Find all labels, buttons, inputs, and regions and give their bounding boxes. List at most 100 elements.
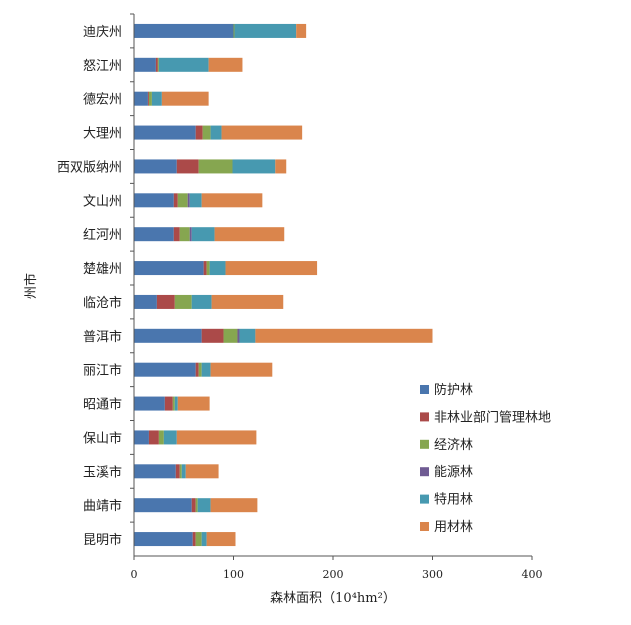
bars-layer xyxy=(130,13,433,547)
legend-swatch xyxy=(420,467,429,477)
bar-segment-13-1 xyxy=(175,464,180,479)
bar-segment-1-0 xyxy=(134,57,156,72)
bar-segment-10-5 xyxy=(210,362,273,377)
bar-segment-11-1 xyxy=(164,396,173,411)
bar-segment-6-2 xyxy=(179,227,190,242)
legend-swatch xyxy=(420,385,429,394)
bar-segment-13-0 xyxy=(134,464,176,479)
category-label: 保山市 xyxy=(83,430,122,446)
bar-segment-0-4 xyxy=(234,23,297,38)
bar-segment-1-2 xyxy=(157,57,159,72)
bar-segment-8-1 xyxy=(156,294,175,309)
bar-segment-3-4 xyxy=(210,125,222,140)
legend-label: 特用林 xyxy=(434,493,473,508)
bar-segment-3-1 xyxy=(195,125,203,140)
bar-segment-12-2 xyxy=(158,430,164,445)
bar-segment-5-1 xyxy=(173,193,178,208)
x-tick-label: 200 xyxy=(323,568,344,581)
bar-segment-10-0 xyxy=(134,362,196,377)
bar-segment-9-5 xyxy=(255,328,433,343)
bar-segment-0-2 xyxy=(233,23,235,38)
category-label: 昭通市 xyxy=(83,397,122,413)
category-label: 临沧市 xyxy=(83,295,122,311)
legend-swatch xyxy=(420,439,429,449)
bar-segment-15-1 xyxy=(192,532,196,547)
bar-segment-9-1 xyxy=(201,328,224,343)
legend-swatch xyxy=(420,412,429,422)
category-label: 怒江州 xyxy=(83,59,122,74)
bar-segment-9-4 xyxy=(239,328,256,343)
bar-segment-8-2 xyxy=(174,294,192,309)
bar-segment-11-2 xyxy=(172,396,175,411)
bar-segment-4-1 xyxy=(176,159,199,174)
x-tick-labels: 0 100 200 300 400 xyxy=(131,556,543,581)
bar-segment-2-2 xyxy=(148,91,152,106)
bar-segment-0-0 xyxy=(134,23,234,38)
category-label: 迪庆州 xyxy=(83,25,122,40)
bar-segment-2-1 xyxy=(147,91,149,106)
bar-segment-7-5 xyxy=(225,261,318,276)
bar-segment-15-2 xyxy=(195,532,202,547)
x-tick-label: 100 xyxy=(223,568,244,581)
bar-segment-9-3 xyxy=(237,328,240,343)
bar-segment-10-2 xyxy=(198,362,202,377)
bar-segment-1-4 xyxy=(158,57,209,72)
bar-segment-4-2 xyxy=(198,159,233,174)
bar-segment-4-0 xyxy=(134,159,177,174)
bar-segment-2-0 xyxy=(134,91,148,106)
bar-segment-2-4 xyxy=(151,91,162,106)
bar-segment-10-4 xyxy=(201,362,211,377)
bar-segment-6-5 xyxy=(214,227,285,242)
category-label: 楚雄州 xyxy=(83,262,122,277)
bar-segment-1-1 xyxy=(155,57,158,72)
legend-label: 能源林 xyxy=(434,465,473,480)
bar-segment-5-0 xyxy=(134,193,174,208)
legend-label: 防护林 xyxy=(434,382,473,398)
x-tick-label: 400 xyxy=(522,568,543,581)
bar-segment-3-5 xyxy=(221,125,303,140)
bar-segment-13-2 xyxy=(179,464,182,479)
legend-label: 用材林 xyxy=(434,520,473,535)
bar-segment-3-2 xyxy=(202,125,211,140)
bar-segment-3-0 xyxy=(134,125,196,140)
x-axis-title: 森林面积（10⁴hm²） xyxy=(270,591,396,606)
category-label: 红河州 xyxy=(83,227,122,243)
y-axis-title: 州市 xyxy=(23,273,39,299)
bar-segment-14-0 xyxy=(134,498,192,513)
category-label: 德宏州 xyxy=(83,93,122,108)
bar-segment-6-0 xyxy=(134,227,174,242)
legend-label: 非林业部门管理林地 xyxy=(434,410,551,425)
bar-segment-7-2 xyxy=(206,261,210,276)
bar-segment-5-5 xyxy=(201,193,263,208)
bar-segment-11-0 xyxy=(134,396,165,411)
bar-segment-9-2 xyxy=(223,328,238,343)
bar-segment-8-0 xyxy=(134,294,157,309)
bar-segment-14-5 xyxy=(210,498,258,513)
bar-segment-14-2 xyxy=(195,498,198,513)
category-label: 普洱市 xyxy=(83,329,122,345)
category-label: 西双版纳州 xyxy=(57,160,122,175)
category-labels: 迪庆州怒江州德宏州大理州西双版纳州文山州红河州楚雄州临沧市普洱市丽江市昭通市保山… xyxy=(57,25,122,548)
bar-segment-6-1 xyxy=(173,227,180,242)
bar-segment-15-5 xyxy=(206,532,236,547)
bar-segment-12-0 xyxy=(134,430,149,445)
category-label: 曲靖市 xyxy=(83,498,122,514)
bar-segment-8-5 xyxy=(211,294,284,309)
bar-segment-11-4 xyxy=(174,396,178,411)
bar-segment-12-1 xyxy=(148,430,159,445)
bar-segment-6-4 xyxy=(191,227,215,242)
bar-segment-2-5 xyxy=(161,91,209,106)
bar-segment-7-1 xyxy=(203,261,207,276)
category-label: 玉溪市 xyxy=(83,464,122,480)
bar-segment-4-4 xyxy=(232,159,276,174)
bar-segment-0-5 xyxy=(296,23,307,38)
bar-segment-12-4 xyxy=(163,430,177,445)
bar-segment-5-4 xyxy=(189,193,202,208)
category-label: 昆明市 xyxy=(83,532,122,548)
x-tick-label: 0 xyxy=(131,568,138,581)
x-tick-label: 300 xyxy=(422,568,443,581)
bar-segment-14-1 xyxy=(191,498,196,513)
bar-segment-5-3 xyxy=(187,193,190,208)
